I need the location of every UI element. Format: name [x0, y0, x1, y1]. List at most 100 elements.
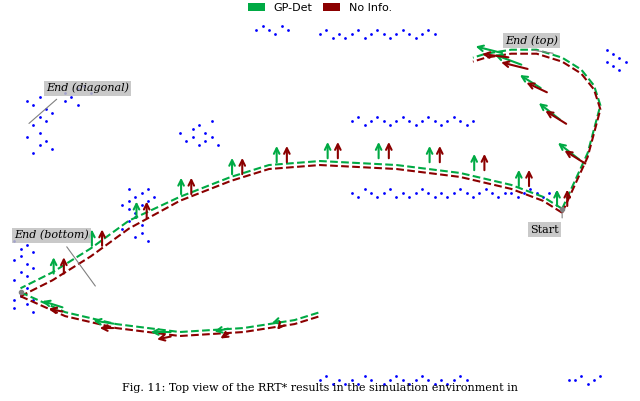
Point [28, 309, 38, 315]
Point [614, 55, 625, 61]
Point [117, 225, 127, 232]
Point [481, 186, 491, 192]
Point [207, 134, 217, 140]
Point [340, 34, 351, 41]
Point [188, 134, 198, 140]
Point [347, 377, 357, 383]
Point [353, 194, 364, 200]
Point [487, 190, 497, 196]
Point [181, 138, 191, 144]
Point [257, 23, 268, 29]
Point [35, 142, 45, 148]
Point [391, 30, 401, 37]
Point [60, 90, 70, 97]
Point [391, 118, 401, 124]
Point [379, 30, 389, 37]
Point [15, 289, 26, 296]
Point [194, 122, 204, 128]
Point [385, 122, 396, 128]
Point [22, 301, 32, 308]
Point [563, 377, 573, 383]
Point [538, 194, 548, 200]
Point [130, 194, 140, 200]
Point [468, 118, 478, 124]
Point [200, 130, 211, 136]
Point [194, 142, 204, 148]
Point [347, 118, 357, 124]
Point [264, 26, 274, 33]
Point [22, 98, 32, 105]
Point [213, 142, 223, 148]
Point [28, 249, 38, 256]
Point [9, 237, 19, 244]
Point [589, 377, 599, 383]
Point [602, 59, 612, 65]
Point [360, 122, 370, 128]
Point [544, 190, 554, 196]
Point [397, 190, 408, 196]
Point [385, 34, 396, 41]
Point [410, 190, 420, 196]
Point [410, 122, 420, 128]
Point [404, 194, 414, 200]
Point [455, 186, 465, 192]
Point [136, 221, 147, 228]
Point [366, 377, 376, 383]
Point [397, 26, 408, 33]
Point [582, 381, 593, 387]
Point [360, 186, 370, 192]
Point [41, 118, 51, 124]
Point [436, 190, 446, 196]
Point [175, 130, 185, 136]
Point [28, 297, 38, 304]
Point [60, 98, 70, 105]
Text: Start: Start [531, 225, 559, 235]
Point [513, 194, 523, 200]
Point [136, 202, 147, 208]
Point [47, 146, 58, 152]
Point [9, 305, 19, 311]
Legend: GP-Det, No Info.: GP-Det, No Info. [244, 0, 396, 16]
Point [28, 102, 38, 109]
Point [347, 30, 357, 37]
Point [372, 194, 383, 200]
Point [9, 277, 19, 284]
Point [417, 30, 427, 37]
Point [410, 377, 420, 383]
Point [449, 114, 459, 121]
Point [35, 94, 45, 101]
Point [321, 26, 332, 33]
Point [429, 118, 440, 124]
Point [353, 114, 364, 121]
Point [315, 377, 325, 383]
Point [321, 373, 332, 379]
Text: End (bottom): End (bottom) [14, 230, 89, 241]
Point [22, 241, 32, 248]
Point [423, 190, 433, 196]
Point [334, 30, 344, 37]
Point [22, 134, 32, 140]
Point [379, 190, 389, 196]
Point [608, 51, 618, 57]
Point [417, 373, 427, 379]
Point [436, 377, 446, 383]
Point [449, 190, 459, 196]
Point [340, 381, 351, 387]
Point [41, 138, 51, 144]
Point [15, 293, 26, 300]
Point [429, 30, 440, 37]
Point [283, 26, 293, 33]
Point [328, 34, 338, 41]
Point [124, 198, 134, 204]
Point [117, 202, 127, 208]
Point [251, 26, 261, 33]
Point [519, 190, 529, 196]
Point [22, 261, 32, 267]
Text: End (top): End (top) [505, 35, 558, 46]
Point [391, 194, 401, 200]
Point [621, 59, 631, 65]
Point [136, 190, 147, 196]
Point [506, 190, 516, 196]
Point [67, 94, 77, 101]
Point [366, 30, 376, 37]
